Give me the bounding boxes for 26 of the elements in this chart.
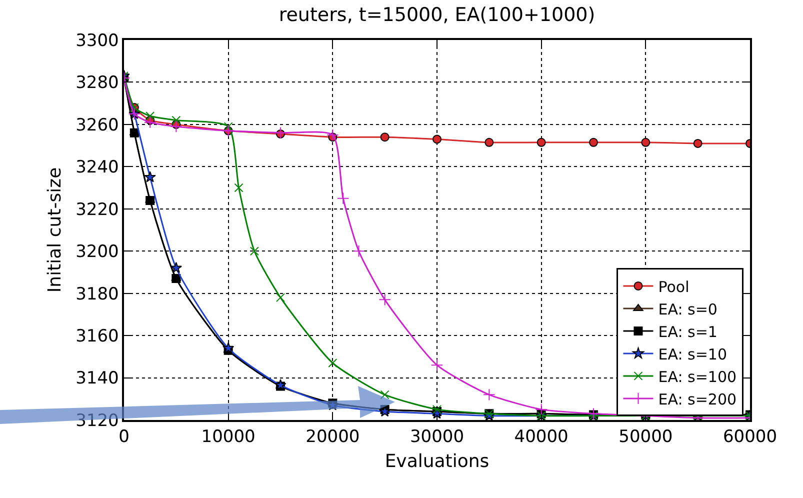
x-tick-label: 60000 [722,427,778,448]
y-tick-label: 3240 [76,158,119,178]
y-tick-label: 3180 [76,284,119,304]
x-tick-label: 50000 [618,427,673,448]
legend-label: EA: s=100 [658,368,737,386]
y-axis-title: Initial cut-size [44,167,66,293]
legend-label: EA: s=200 [658,390,737,408]
chart-title: reuters, t=15000, EA(100+1000) [278,4,596,26]
y-tick-label: 3260 [76,115,119,136]
legend-label: EA: s=0 [658,300,718,318]
x-tick-label: 20000 [306,427,360,448]
x-tick-label: 10000 [201,427,256,448]
y-tick-label: 3140 [76,368,119,389]
y-tick-label: 3160 [76,326,119,347]
x-tick-label: 40000 [514,427,568,448]
y-tick-label: 3300 [76,30,119,51]
legend-label: Pool [658,278,690,296]
y-tick-label: 3220 [76,200,119,220]
legend-label: EA: s=1 [658,322,718,341]
x-tick-label: 0 [118,427,130,448]
legend-label: EA: s=10 [658,345,728,364]
y-tick-label: 3280 [76,73,119,94]
x-tick-label: 30000 [410,427,464,448]
y-tick-label: 3120 [76,410,119,431]
y-tick-label: 3200 [76,242,119,262]
x-axis-title: Evaluations [384,450,490,472]
